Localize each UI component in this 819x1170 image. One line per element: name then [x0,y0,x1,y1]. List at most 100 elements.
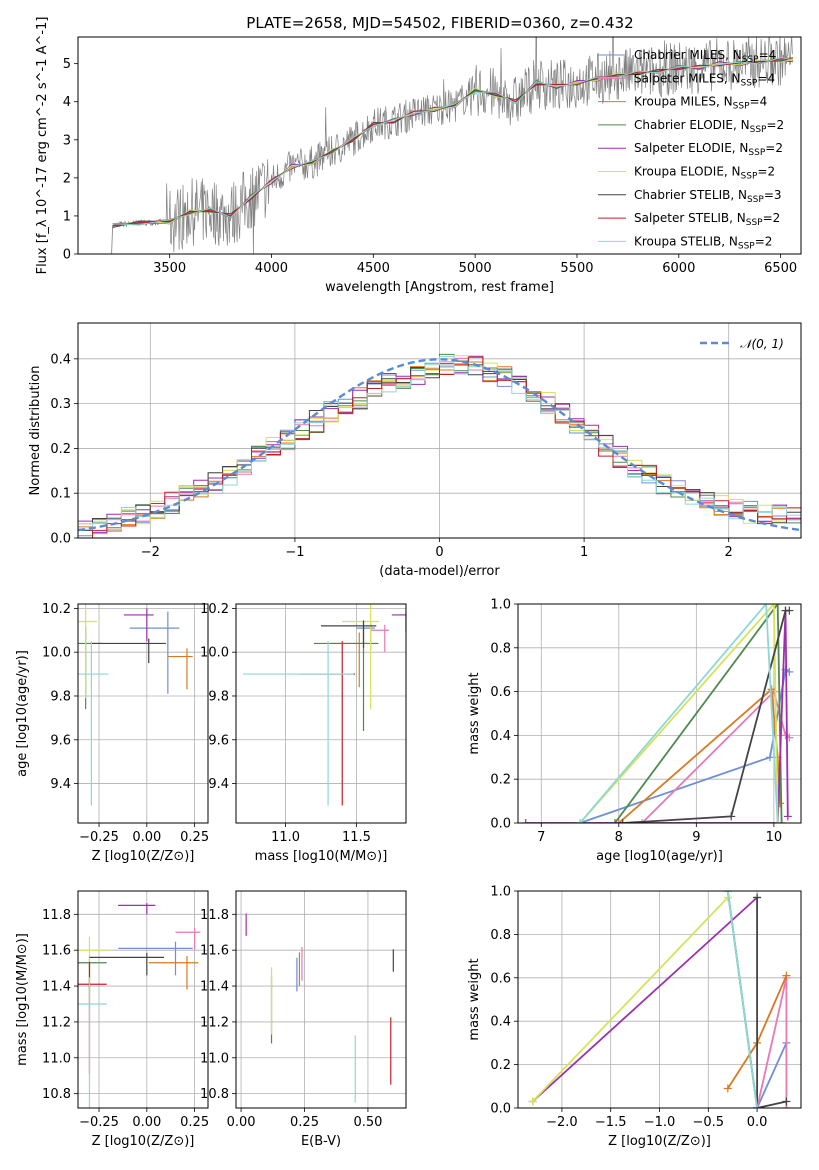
chart-title: PLATE=2658, MJD=54502, FIBERID=0360, z=0… [246,14,633,32]
x-axis-label: E(B-V) [301,1134,341,1149]
spectrum-edge [111,225,114,254]
x-tick-label: 0.00 [227,1115,256,1130]
y-tick-label: 5 [63,57,71,72]
plot-area [78,903,201,1108]
normal-curve [78,358,801,532]
mass-weight-line [726,891,758,1108]
x-tick-label: 11.5 [342,830,371,845]
legend-label: 𝒩(0, 1) [740,337,784,351]
x-tick-label: 3500 [153,261,186,276]
y-tick-label: 0.6 [490,685,511,700]
mass-weight-line [579,604,779,823]
x-tick-label: 0.25 [180,1115,209,1130]
x-tick-label: 0.25 [290,1115,319,1130]
panel-5: 7 8 9 10 0.0 0.2 0.4 0.6 0.8 1.0 age [log10(age/yr… [467,598,802,864]
x-tick-label: 0.0 [747,1115,768,1130]
mass-weight-marker [610,819,619,823]
plot-area [78,604,193,806]
x-axis-label: Z [log10(Z/Z⊙)] [92,849,195,864]
y-tick-label: 1 [63,209,71,224]
x-tick-label: 2 [725,545,733,560]
y-tick-label: 9.4 [208,777,229,792]
y-tick-label: 0.0 [490,817,511,832]
mass-weight-marker [783,812,792,821]
y-tick-label: 10.8 [42,1087,71,1102]
y-tick-label: 9.4 [50,777,71,792]
y-tick-label: 0.8 [490,928,511,943]
plot-area [245,913,394,1103]
y-tick-label: 11.6 [42,944,71,959]
residual-histogram [78,356,801,538]
axes-frame [77,36,802,255]
mass-weight-marker [762,604,771,608]
mass-weight-line [531,896,758,1103]
y-tick-label: 3 [63,133,71,148]
y-tick-label: 1.0 [490,885,511,900]
legend-label: Salpeter ELODIE, NSSP=2 [634,141,783,158]
y-tick-label: 11.8 [200,908,229,923]
mass-weight-line [579,604,779,823]
plot-area [111,37,794,254]
y-axis-label: mass weight [467,958,482,1040]
y-tick-label: 11.0 [200,1051,229,1066]
panel-2: −2 −1 0 1 2 0.0 0.1 0.2 0.3 0.4 (data-model)/error… [28,322,802,579]
panel-7: 0.00 0.25 0.50 10.8 11.0 11.2 11.4 11.6 11.8 E(B-… [200,890,407,1149]
y-tick-label: 4 [63,95,71,110]
y-tick-label: 11.8 [42,908,71,923]
y-axis-label: mass [log10(M/M⊙)] [15,933,30,1066]
mass-weight-marker [777,819,786,823]
x-tick-label: −0.5 [693,1115,725,1130]
axes-frame [517,890,802,1109]
y-tick-label: 0.1 [50,487,71,502]
y-tick-label: 0.0 [50,532,71,547]
y-tick-label: 0.2 [490,1058,511,1073]
mass-weight-line [531,896,729,1103]
y-tick-label: 9.6 [208,733,229,748]
axes-frame [235,890,407,1109]
x-axis-label: age [log10(age/yr)] [596,849,723,864]
axes-frame [77,890,209,1109]
legend-label: Salpeter STELIB, NSSP=2 [634,211,780,228]
x-tick-label: 10 [766,830,783,845]
y-tick-label: 10.2 [200,602,229,617]
x-tick-label: 4000 [255,261,288,276]
y-axis-label: age [log10(age/yr)] [15,650,30,777]
x-tick-label: 8 [615,830,623,845]
y-axis-label: mass weight [467,672,482,754]
y-tick-label: 10.0 [42,646,71,661]
y-tick-label: 0.4 [490,729,511,744]
panel-8: −2.0 −1.5 −1.0 −0.5 0.0 0.0 0.2 0.4 0.6 0.8 1.0 Z [… [467,885,802,1149]
x-tick-label: −2 [141,545,160,560]
legend-label: Kroupa STELIB, NSSP=2 [634,234,772,251]
x-axis-label: Z [log10(Z/Z⊙)] [92,1134,195,1149]
legend-label: Chabrier MILES, NSSP=4 [634,48,776,65]
x-axis-label: wavelength [Angstrom, rest frame] [325,280,554,295]
legend-label: Kroupa ELODIE, NSSP=2 [634,165,775,182]
y-tick-label: 0.2 [50,442,71,457]
x-tick-label: 0 [435,545,443,560]
y-tick-label: 9.8 [50,689,71,704]
legend-label: Chabrier STELIB, NSSP=3 [634,188,782,205]
mass-weight-line [525,610,789,823]
x-tick-label: 0.00 [132,830,161,845]
x-tick-label: 9 [692,830,700,845]
y-tick-label: 0.0 [490,1102,511,1117]
plot-area [521,604,794,823]
y-tick-label: 0.4 [490,1015,511,1030]
mass-weight-marker [785,606,794,615]
x-tick-label: −1.0 [644,1115,676,1130]
mass-weight-marker [782,971,791,980]
mass-weight-marker [638,819,647,823]
y-tick-label: 9.8 [208,689,229,704]
mass-weight-line [756,897,787,1108]
x-tick-label: 4500 [357,261,390,276]
x-tick-label: −1.5 [595,1115,627,1130]
mass-weight-marker [773,604,782,608]
mass-weight-marker [723,891,732,895]
y-tick-label: 0.3 [50,397,71,412]
y-tick-label: 11.6 [200,944,229,959]
axes-frame [235,603,407,824]
y-tick-label: 0.6 [490,971,511,986]
x-tick-label: −0.25 [79,830,119,845]
x-tick-label: 5500 [560,261,593,276]
